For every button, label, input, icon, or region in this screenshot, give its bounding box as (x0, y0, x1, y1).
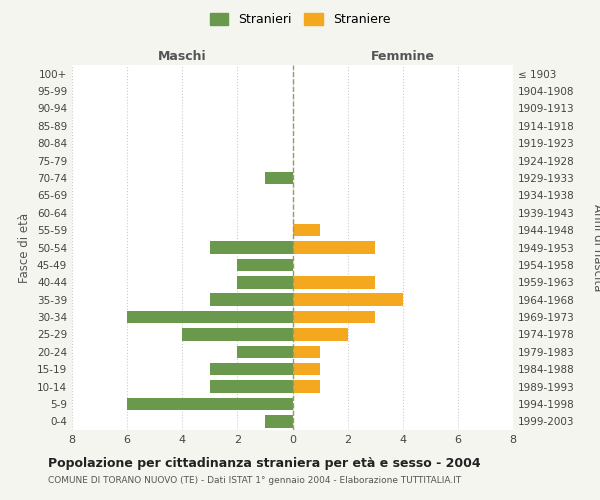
Text: Maschi: Maschi (158, 50, 206, 64)
Bar (293, 328, 347, 340)
Bar (293, 311, 375, 324)
Bar (293, 294, 403, 306)
Bar (293, 241, 375, 254)
Bar (182, 328, 293, 340)
Text: Femmine: Femmine (371, 50, 435, 64)
Y-axis label: Anni di nascita: Anni di nascita (591, 204, 600, 291)
Legend: Stranieri, Straniere: Stranieri, Straniere (205, 8, 395, 31)
Bar (293, 380, 320, 393)
Bar (210, 363, 293, 376)
Text: COMUNE DI TORANO NUOVO (TE) - Dati ISTAT 1° gennaio 2004 - Elaborazione TUTTITAL: COMUNE DI TORANO NUOVO (TE) - Dati ISTAT… (48, 476, 461, 485)
Bar (210, 241, 293, 254)
Bar (293, 224, 320, 236)
Bar (127, 311, 293, 324)
Bar (265, 415, 293, 428)
Bar (293, 276, 375, 288)
Bar (293, 363, 320, 376)
Bar (293, 346, 320, 358)
Bar (210, 294, 293, 306)
Bar (127, 398, 293, 410)
Bar (210, 380, 293, 393)
Y-axis label: Fasce di età: Fasce di età (19, 212, 31, 282)
Text: Popolazione per cittadinanza straniera per età e sesso - 2004: Popolazione per cittadinanza straniera p… (48, 458, 481, 470)
Bar (238, 346, 293, 358)
Bar (238, 258, 293, 271)
Bar (238, 276, 293, 288)
Bar (265, 172, 293, 184)
